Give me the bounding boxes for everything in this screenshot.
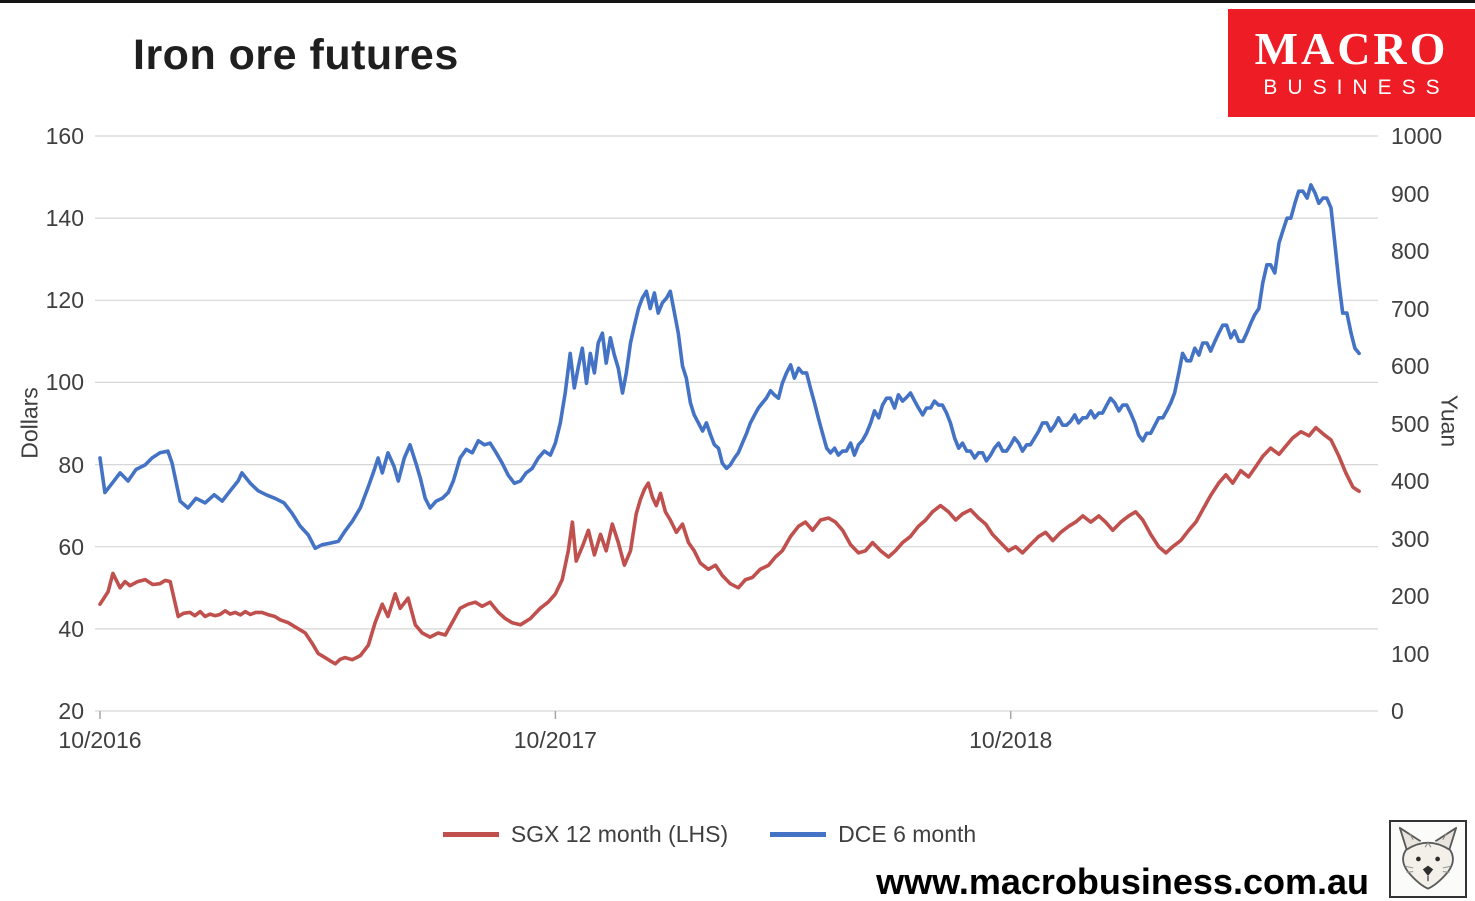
y-right-tick-label: 900 bbox=[1391, 180, 1430, 207]
y-left-tick-label: 120 bbox=[45, 287, 84, 314]
chart-legend: SGX 12 month (LHS) DCE 6 month bbox=[0, 821, 1447, 848]
x-tick-label: 10/2017 bbox=[513, 727, 597, 753]
y-right-tick-label: 1000 bbox=[1391, 123, 1443, 149]
y-left-tick-label: 60 bbox=[58, 533, 84, 560]
legend-item: SGX 12 month (LHS) bbox=[442, 821, 729, 848]
x-tick-label: 10/2016 bbox=[58, 727, 142, 753]
left-axis-title: Dollars bbox=[16, 387, 43, 459]
sgx-12-month-line bbox=[98, 425, 1361, 666]
logo-word-business: BUSINESS bbox=[1263, 75, 1450, 99]
dce-6-month-line bbox=[98, 183, 1361, 551]
legend-swatch bbox=[770, 832, 827, 837]
y-right-tick-label: 700 bbox=[1391, 295, 1430, 322]
chart-title: Iron ore futures bbox=[133, 31, 459, 79]
legend-swatch bbox=[442, 832, 499, 837]
y-left-tick-label: 160 bbox=[45, 123, 84, 149]
fox-illustration bbox=[1398, 826, 1458, 890]
y-right-tick-label: 500 bbox=[1391, 410, 1430, 437]
legend-label: SGX 12 month (LHS) bbox=[510, 821, 729, 847]
y-right-tick-label: 100 bbox=[1391, 640, 1430, 667]
y-right-tick-label: 0 bbox=[1391, 698, 1404, 724]
site-url: www.macrobusiness.com.au bbox=[876, 861, 1369, 901]
x-tick-label: 10/2018 bbox=[969, 727, 1053, 753]
legend-item: DCE 6 month bbox=[770, 821, 976, 848]
legend-label: DCE 6 month bbox=[838, 821, 977, 847]
y-right-tick-label: 400 bbox=[1391, 468, 1430, 494]
fox-logo bbox=[1389, 820, 1467, 898]
y-left-tick-label: 100 bbox=[45, 369, 84, 396]
y-left-tick-label: 80 bbox=[58, 451, 84, 478]
y-right-tick-label: 600 bbox=[1391, 353, 1430, 379]
y-right-tick-label: 300 bbox=[1391, 525, 1430, 552]
y-left-tick-label: 20 bbox=[58, 698, 84, 724]
y-right-tick-label: 800 bbox=[1391, 238, 1430, 264]
macrobusiness-logo: MACRO BUSINESS bbox=[1228, 9, 1475, 117]
y-left-tick-label: 40 bbox=[58, 615, 84, 642]
logo-word-macro: MACRO bbox=[1254, 23, 1449, 75]
right-axis-title: Yuan bbox=[1436, 394, 1463, 448]
chart-canvas bbox=[95, 135, 1378, 719]
y-right-tick-label: 200 bbox=[1391, 583, 1430, 609]
y-left-tick-label: 140 bbox=[45, 205, 84, 232]
